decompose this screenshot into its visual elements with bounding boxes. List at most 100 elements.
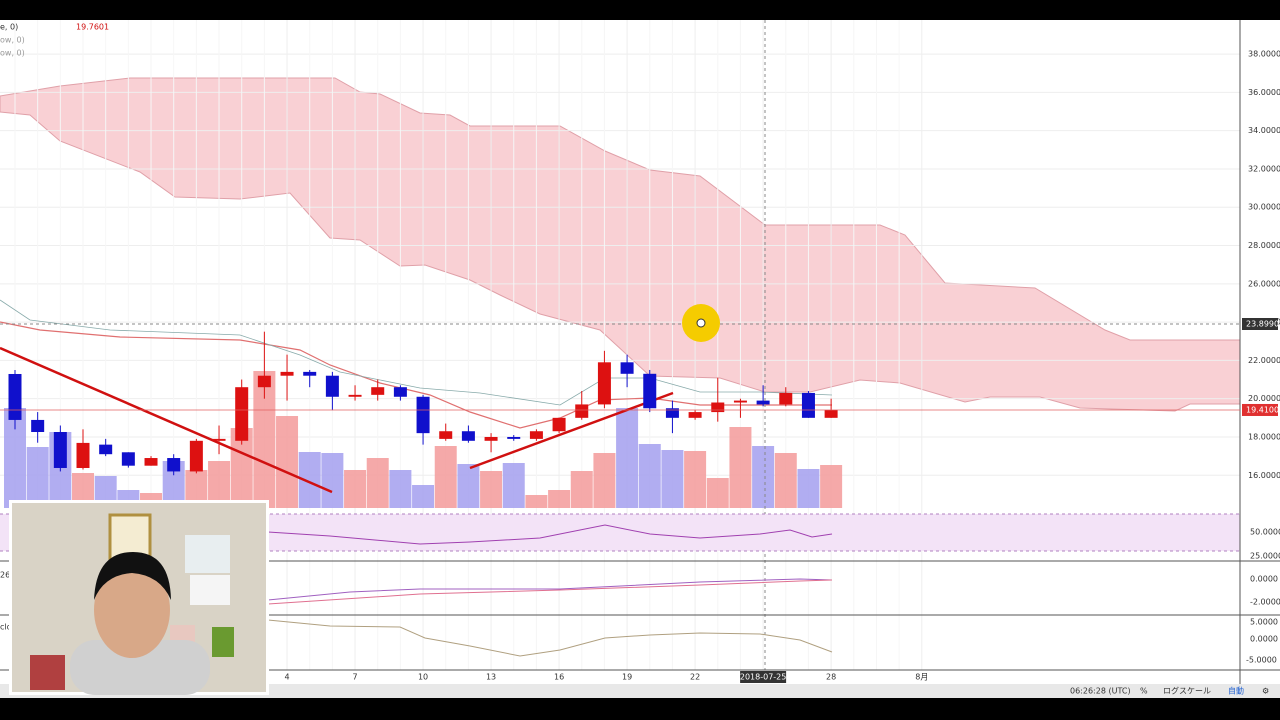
volume-bar <box>593 453 616 508</box>
rsi-tick: 25.0000 <box>1250 552 1280 561</box>
candle-body <box>779 392 793 405</box>
y-tick-label: 20.0000 <box>1248 394 1280 403</box>
candle-body <box>507 436 521 439</box>
candle-body <box>801 392 815 418</box>
y-tick-label: 32.0000 <box>1248 164 1280 173</box>
candle-body <box>597 362 611 405</box>
log-scale-button[interactable]: ログスケール <box>1163 686 1211 696</box>
candle-body <box>733 400 747 403</box>
y-tick-label: 34.0000 <box>1248 126 1280 135</box>
auto-button[interactable]: 自動 <box>1228 686 1244 696</box>
volume <box>4 371 843 508</box>
volume-bar <box>820 465 843 508</box>
pane-label: 26 <box>0 571 10 580</box>
candle-body <box>620 362 634 374</box>
x-tick-label: 2018-07-25 <box>740 673 787 682</box>
candle-body <box>643 373 657 409</box>
candle-body <box>552 417 566 432</box>
volume-bar <box>525 495 548 508</box>
volume-bar <box>162 461 185 508</box>
pane-label: clo <box>0 623 12 632</box>
rsi <box>267 524 833 545</box>
candle-body <box>31 419 45 432</box>
candle-body <box>76 442 90 468</box>
volume-bar <box>26 447 49 508</box>
oscillator <box>267 619 833 657</box>
y-tick-label: 18.0000 <box>1248 432 1280 441</box>
candle-body <box>189 440 203 472</box>
x-tick-label: 28 <box>826 673 836 682</box>
volume-bar <box>684 451 707 508</box>
x-tick-label: 7 <box>353 673 358 682</box>
y-tick-label: 30.0000 <box>1248 203 1280 212</box>
trend-line <box>0 346 333 494</box>
x-tick-label: 22 <box>690 673 700 682</box>
candle-body <box>824 409 838 418</box>
candles <box>8 331 838 476</box>
volume-bar <box>4 408 26 508</box>
volume-bar <box>661 450 684 508</box>
candle-body <box>371 387 385 395</box>
candle-body <box>212 438 226 441</box>
moving-average <box>0 321 832 429</box>
volume-bar <box>729 427 752 508</box>
legend-row: ow, 0) <box>0 36 25 45</box>
volume-bar <box>208 461 231 508</box>
volume-bar <box>548 490 571 508</box>
cursor <box>696 318 706 328</box>
osc-tick: 5.0000 <box>1250 618 1278 627</box>
macd-tick: 0.0000 <box>1250 575 1278 584</box>
candle-body <box>665 408 679 418</box>
candle-body <box>348 394 362 397</box>
volume-bar <box>502 463 525 508</box>
last-price-label: 19.4100 <box>1246 405 1279 414</box>
lagging-span <box>0 299 833 406</box>
volume-bar <box>412 485 435 508</box>
y-tick-label: 16.0000 <box>1248 471 1280 480</box>
volume-bar <box>276 416 299 508</box>
status-time: 06:26:28 (UTC) <box>1070 687 1131 696</box>
volume-bar <box>230 428 253 508</box>
volume-bar <box>321 453 344 508</box>
candle-body <box>99 444 113 455</box>
macd-tick: -2.0000 <box>1250 598 1280 607</box>
candle-body <box>393 387 407 397</box>
volume-bar <box>389 470 412 508</box>
settings-button[interactable]: ⚙ <box>1262 687 1269 696</box>
x-tick-label: 16 <box>554 673 564 682</box>
volume-bar <box>434 446 457 508</box>
macd-signal <box>267 579 833 605</box>
candle-body <box>325 375 339 397</box>
legend-value: 19.7601 <box>76 23 109 32</box>
volume-bar <box>253 371 276 508</box>
volume-bar <box>706 478 729 508</box>
candle-body <box>688 412 702 418</box>
x-tick-label: 4 <box>284 673 289 682</box>
candle-body <box>167 458 181 472</box>
y-tick-label: 36.0000 <box>1248 88 1280 97</box>
candle-body <box>461 431 475 441</box>
volume-bar <box>570 471 593 508</box>
y-tick-label: 26.0000 <box>1248 279 1280 288</box>
x-tick-highlight <box>740 671 787 683</box>
candle-body <box>575 404 589 418</box>
candle-body <box>8 373 22 420</box>
legend-row: ow, 0) <box>0 49 25 58</box>
volume-bar <box>797 469 820 508</box>
x-tick-label: 8月 <box>915 673 928 682</box>
y-tick-label: 28.0000 <box>1248 241 1280 250</box>
percent-button[interactable]: % <box>1140 687 1148 696</box>
volume-bar <box>638 444 661 508</box>
volume-bar <box>752 446 775 508</box>
status-bar <box>0 684 1280 698</box>
volume-bar <box>366 458 389 508</box>
candle-body <box>416 396 430 434</box>
crosshair-box <box>1242 318 1278 330</box>
candle-body <box>280 371 294 376</box>
candle-body <box>711 402 725 413</box>
candle-body <box>235 387 249 441</box>
last-price-box <box>1242 403 1278 416</box>
volume-bar <box>72 473 95 508</box>
candle-body <box>257 375 271 388</box>
